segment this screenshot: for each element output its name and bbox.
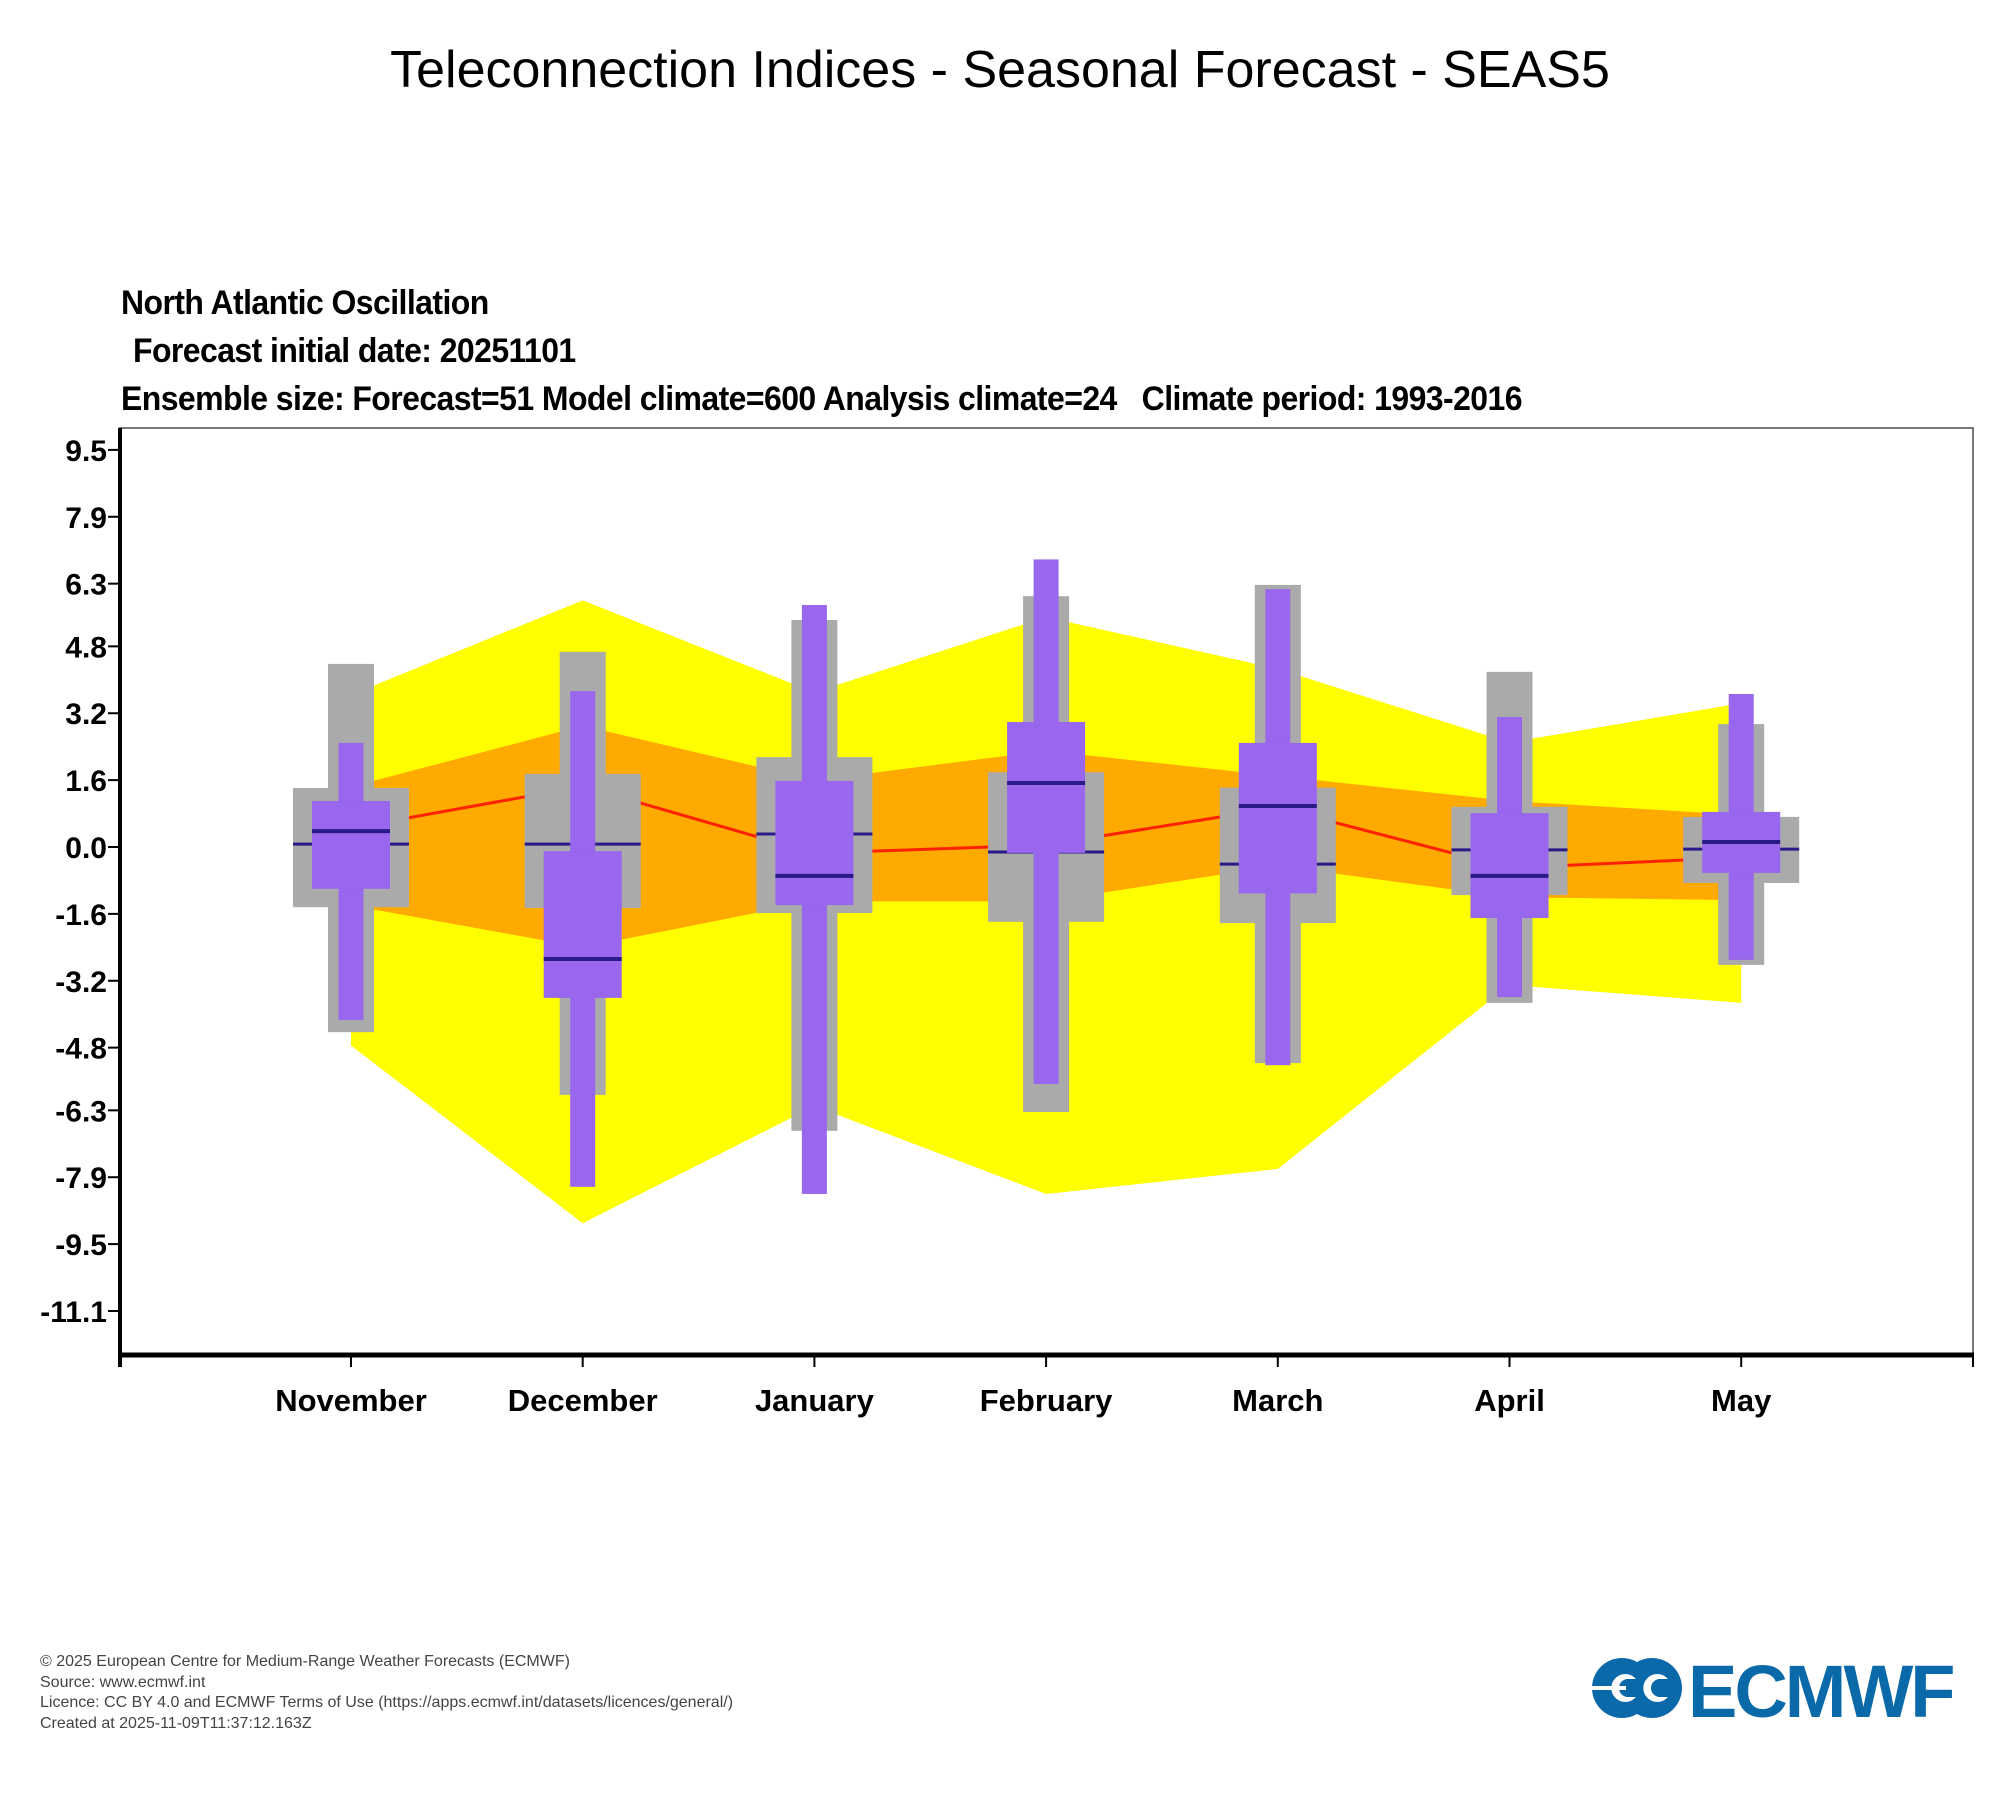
footer: © 2025 European Centre for Medium-Range … bbox=[40, 1652, 733, 1734]
y-tick-label: -7.9 bbox=[55, 1162, 107, 1195]
created-at-text: Created at 2025-11-09T11:37:12.163Z bbox=[40, 1714, 312, 1732]
ensemble-size-subtitle: Ensemble size: Forecast=51 Model climate… bbox=[121, 380, 1523, 418]
x-tick-label: February bbox=[980, 1383, 1113, 1418]
box bbox=[1238, 742, 1317, 894]
y-tick-label: -6.3 bbox=[55, 1095, 107, 1128]
forecast-date-subtitle: Forecast initial date: 20251101 bbox=[133, 332, 576, 370]
y-tick-label: 1.6 bbox=[65, 765, 107, 798]
page-title: Teleconnection Indices - Seasonal Foreca… bbox=[390, 41, 1610, 99]
box bbox=[312, 801, 390, 889]
y-tick-label: 4.8 bbox=[65, 631, 107, 664]
box bbox=[1007, 722, 1086, 853]
y-tick-label: 6.3 bbox=[65, 569, 107, 602]
logo-text: ECMWF bbox=[1688, 1655, 1953, 1721]
y-tick-label: -11.1 bbox=[40, 1296, 107, 1329]
box bbox=[543, 851, 622, 998]
x-tick-label: January bbox=[755, 1383, 875, 1418]
x-tick-label: March bbox=[1232, 1383, 1323, 1418]
chart-title: North Atlantic Oscillation bbox=[121, 284, 489, 322]
box-series bbox=[293, 559, 1800, 1194]
y-tick-label: -9.5 bbox=[55, 1229, 107, 1262]
y-tick-label: 0.0 bbox=[65, 832, 107, 865]
x-tick-label: May bbox=[1711, 1383, 1772, 1418]
ecmwf-logo: ECMWF bbox=[1592, 1655, 1956, 1721]
source-text: Source: www.ecmwf.int bbox=[40, 1673, 206, 1691]
x-tick-label: April bbox=[1474, 1383, 1545, 1418]
copyright-text: © 2025 European Centre for Medium-Range … bbox=[40, 1653, 570, 1670]
y-tick-label: -1.6 bbox=[55, 899, 107, 932]
y-tick-label: -4.8 bbox=[55, 1033, 107, 1066]
y-tick-label: -3.2 bbox=[55, 966, 107, 999]
x-tick-label: December bbox=[508, 1383, 658, 1418]
y-tick-label: 7.9 bbox=[65, 502, 107, 535]
box bbox=[1470, 813, 1549, 919]
x-tick-label: November bbox=[275, 1383, 427, 1418]
licence-text: Licence: CC BY 4.0 and ECMWF Terms of Us… bbox=[40, 1694, 734, 1711]
series-forecast bbox=[312, 559, 1781, 1194]
axes: 9.5 7.9 6.3 4.8 3.2 1.6 0.0 -1.6 -3.2 -4.8 -6.3 -7.… bbox=[40, 427, 1974, 1418]
ecmwf-logo-icon bbox=[1592, 1658, 1682, 1718]
y-tick-label: 9.5 bbox=[65, 435, 107, 468]
box bbox=[775, 780, 854, 906]
y-tick-label: 3.2 bbox=[65, 698, 107, 731]
